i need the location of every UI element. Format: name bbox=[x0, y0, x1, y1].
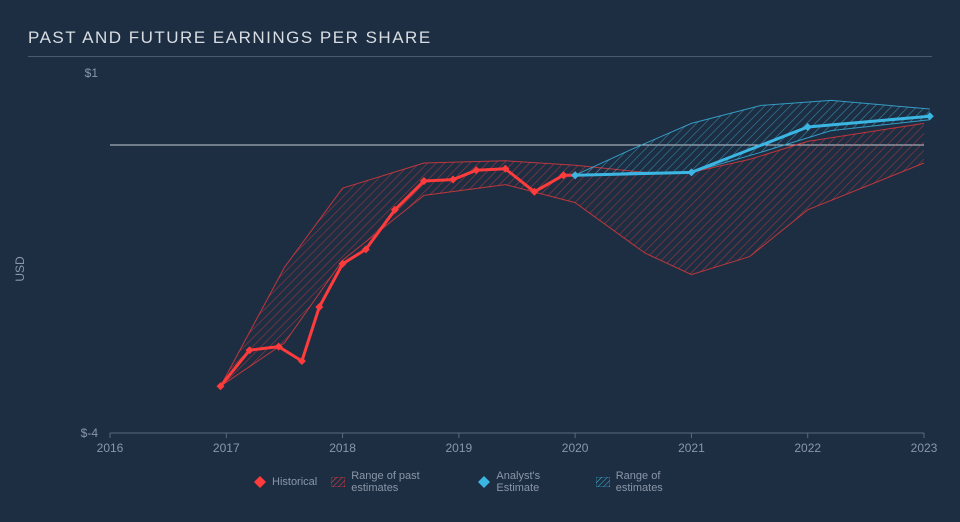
x-tick-label: 2017 bbox=[213, 441, 240, 455]
chart-svg bbox=[110, 73, 924, 433]
legend-marker-icon bbox=[254, 476, 266, 488]
chart-legend: Historical Range of past estimates Analyst… bbox=[254, 470, 706, 494]
legend-label: Analyst's Estimate bbox=[496, 470, 581, 494]
x-tick-label: 2020 bbox=[562, 441, 589, 455]
y-axis-label: USD bbox=[13, 256, 27, 281]
legend-label: Range of estimates bbox=[616, 470, 706, 494]
legend-item: Historical bbox=[254, 476, 317, 488]
x-tick-label: 2016 bbox=[97, 441, 124, 455]
legend-hatch-icon bbox=[596, 477, 610, 487]
legend-hatch-icon bbox=[331, 477, 345, 487]
x-tick-label: 2018 bbox=[329, 441, 356, 455]
legend-item: Range of estimates bbox=[596, 470, 706, 494]
plot-canvas bbox=[110, 73, 924, 433]
legend-marker-icon bbox=[478, 476, 490, 488]
chart-title: PAST AND FUTURE EARNINGS PER SHARE bbox=[28, 28, 932, 57]
y-tick-label: $-4 bbox=[81, 426, 106, 440]
x-tick-label: 2021 bbox=[678, 441, 705, 455]
legend-item: Analyst's Estimate bbox=[478, 470, 581, 494]
y-tick-label: $1 bbox=[85, 66, 106, 80]
x-tick-label: 2022 bbox=[794, 441, 821, 455]
legend-item: Range of past estimates bbox=[331, 470, 464, 494]
legend-label: Range of past estimates bbox=[351, 470, 464, 494]
x-tick-label: 2023 bbox=[911, 441, 938, 455]
plot-area: USD $1$-4 201620172018201920202021202220… bbox=[28, 69, 932, 469]
earnings-chart: PAST AND FUTURE EARNINGS PER SHARE USD $ bbox=[28, 28, 932, 494]
x-tick-label: 2019 bbox=[445, 441, 472, 455]
legend-label: Historical bbox=[272, 476, 317, 488]
